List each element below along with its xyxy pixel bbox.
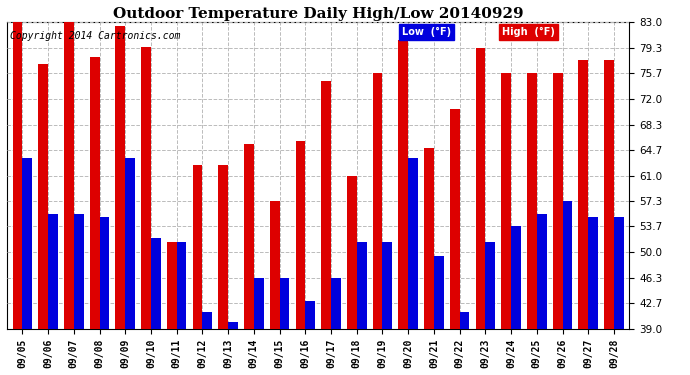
- Bar: [373, 73, 382, 329]
- Text: Copyright 2014 Cartronics.com: Copyright 2014 Cartronics.com: [10, 32, 180, 41]
- Bar: [295, 141, 305, 329]
- Bar: [537, 214, 546, 329]
- Bar: [382, 242, 392, 329]
- Bar: [450, 109, 460, 329]
- Bar: [527, 73, 537, 329]
- Bar: [244, 144, 254, 329]
- Bar: [322, 81, 331, 329]
- Bar: [424, 148, 434, 329]
- Bar: [589, 217, 598, 329]
- Bar: [475, 48, 485, 329]
- Bar: [64, 22, 74, 329]
- Bar: [48, 214, 58, 329]
- Bar: [485, 242, 495, 329]
- Bar: [614, 217, 624, 329]
- Bar: [562, 201, 572, 329]
- Bar: [408, 158, 418, 329]
- Bar: [434, 256, 444, 329]
- Bar: [511, 226, 521, 329]
- Bar: [202, 312, 213, 329]
- Bar: [126, 158, 135, 329]
- Bar: [305, 301, 315, 329]
- Bar: [331, 278, 341, 329]
- Bar: [578, 60, 589, 329]
- Bar: [270, 201, 279, 329]
- Bar: [74, 214, 83, 329]
- Bar: [460, 312, 469, 329]
- Bar: [151, 238, 161, 329]
- Bar: [177, 242, 186, 329]
- Bar: [12, 22, 22, 329]
- Bar: [254, 278, 264, 329]
- Bar: [167, 242, 177, 329]
- Bar: [141, 46, 151, 329]
- Text: High  (°F): High (°F): [502, 27, 555, 37]
- Bar: [604, 60, 614, 329]
- Bar: [228, 322, 238, 329]
- Bar: [398, 39, 408, 329]
- Bar: [39, 64, 48, 329]
- Bar: [553, 73, 562, 329]
- Bar: [90, 57, 99, 329]
- Text: Low  (°F): Low (°F): [402, 27, 451, 37]
- Bar: [357, 242, 366, 329]
- Bar: [193, 165, 202, 329]
- Title: Outdoor Temperature Daily High/Low 20140929: Outdoor Temperature Daily High/Low 20140…: [113, 7, 524, 21]
- Bar: [502, 73, 511, 329]
- Bar: [22, 158, 32, 329]
- Bar: [218, 165, 228, 329]
- Bar: [99, 217, 109, 329]
- Bar: [115, 26, 126, 329]
- Bar: [279, 278, 289, 329]
- Bar: [347, 176, 357, 329]
